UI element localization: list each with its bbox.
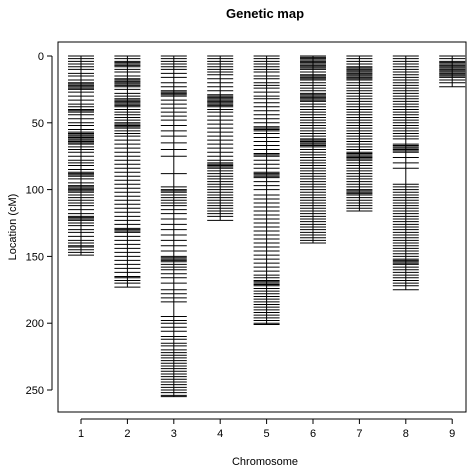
x-tick-label: 7	[356, 428, 362, 440]
y-tick-label: 200	[26, 318, 44, 330]
x-tick-label: 5	[264, 428, 270, 440]
chromosome-9	[439, 55, 466, 88]
y-axis-label: Location (cM)	[7, 194, 19, 261]
chromosome-8	[392, 55, 419, 291]
x-tick-label: 6	[310, 428, 316, 440]
chromosome-6	[300, 55, 326, 244]
x-tick-label: 9	[449, 428, 455, 440]
y-tick-label: 250	[26, 385, 44, 397]
chromosome-2	[114, 55, 141, 288]
chromosome-4	[207, 55, 234, 221]
x-axis: 1 2 3 4 5 6 7 8 9	[78, 418, 455, 440]
x-tick-label: 4	[217, 428, 223, 440]
x-tick-label: 1	[78, 428, 84, 440]
y-axis: 0 50 100 150 200 250	[26, 51, 53, 397]
plot-frame	[57, 41, 467, 413]
chromosome-7	[346, 55, 373, 212]
chromosome-1	[68, 55, 94, 256]
chart-title: Genetic map	[226, 6, 304, 21]
y-tick-label: 0	[38, 51, 44, 63]
x-axis-label: Chromosome	[232, 456, 298, 466]
marker-layer	[68, 55, 466, 398]
y-tick-label: 100	[26, 185, 44, 197]
chromosome-3	[160, 55, 187, 398]
y-tick-label: 50	[32, 118, 44, 130]
y-tick-label: 150	[26, 251, 44, 263]
x-tick-label: 8	[403, 428, 409, 440]
x-tick-label: 2	[124, 428, 130, 440]
x-tick-label: 3	[171, 428, 177, 440]
chromosome-5	[253, 55, 280, 326]
